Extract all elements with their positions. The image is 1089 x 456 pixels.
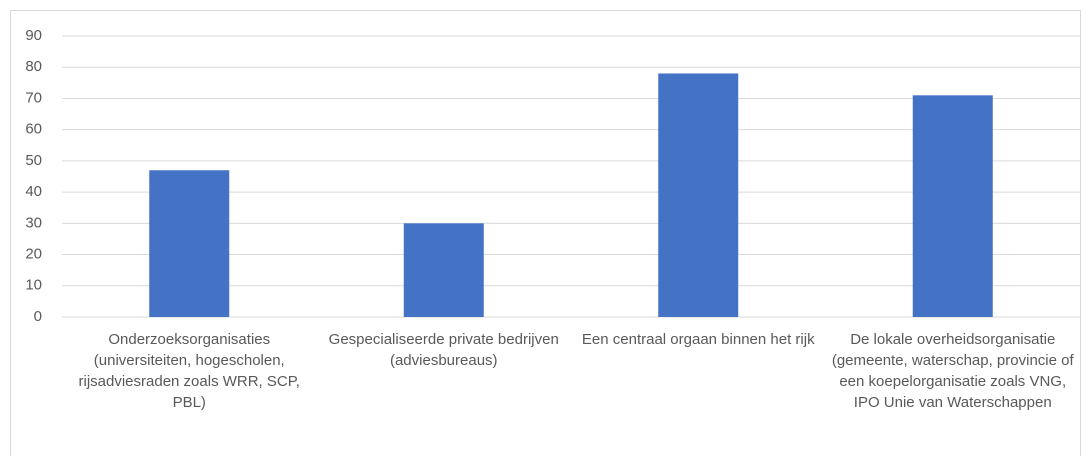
- chart-border: [10, 10, 1081, 456]
- y-tick-label: 40: [25, 183, 42, 200]
- y-tick-label: 50: [25, 152, 42, 169]
- y-tick-label: 80: [25, 58, 42, 75]
- x-tick-label: De lokale overheidsorganisatie (gemeente…: [831, 331, 1074, 411]
- x-tick-label: Gespecialiseerde private bedrijven (advi…: [328, 331, 559, 369]
- x-tick-label: Een centraal orgaan binnen het rijk: [581, 331, 815, 348]
- bar: [658, 73, 739, 317]
- y-tick-label: 20: [25, 246, 42, 263]
- y-tick-label: 70: [25, 89, 42, 106]
- x-tick-label: Onderzoeksorganisaties (universiteiten, …: [78, 331, 300, 411]
- y-tick-label: 30: [25, 214, 42, 231]
- y-tick-label: 90: [25, 27, 42, 44]
- bar: [403, 223, 484, 317]
- y-tick-label: 60: [25, 121, 42, 138]
- y-tick-label: 0: [34, 308, 42, 325]
- bar: [912, 95, 993, 317]
- y-tick-label: 10: [25, 277, 42, 294]
- bar: [149, 170, 230, 317]
